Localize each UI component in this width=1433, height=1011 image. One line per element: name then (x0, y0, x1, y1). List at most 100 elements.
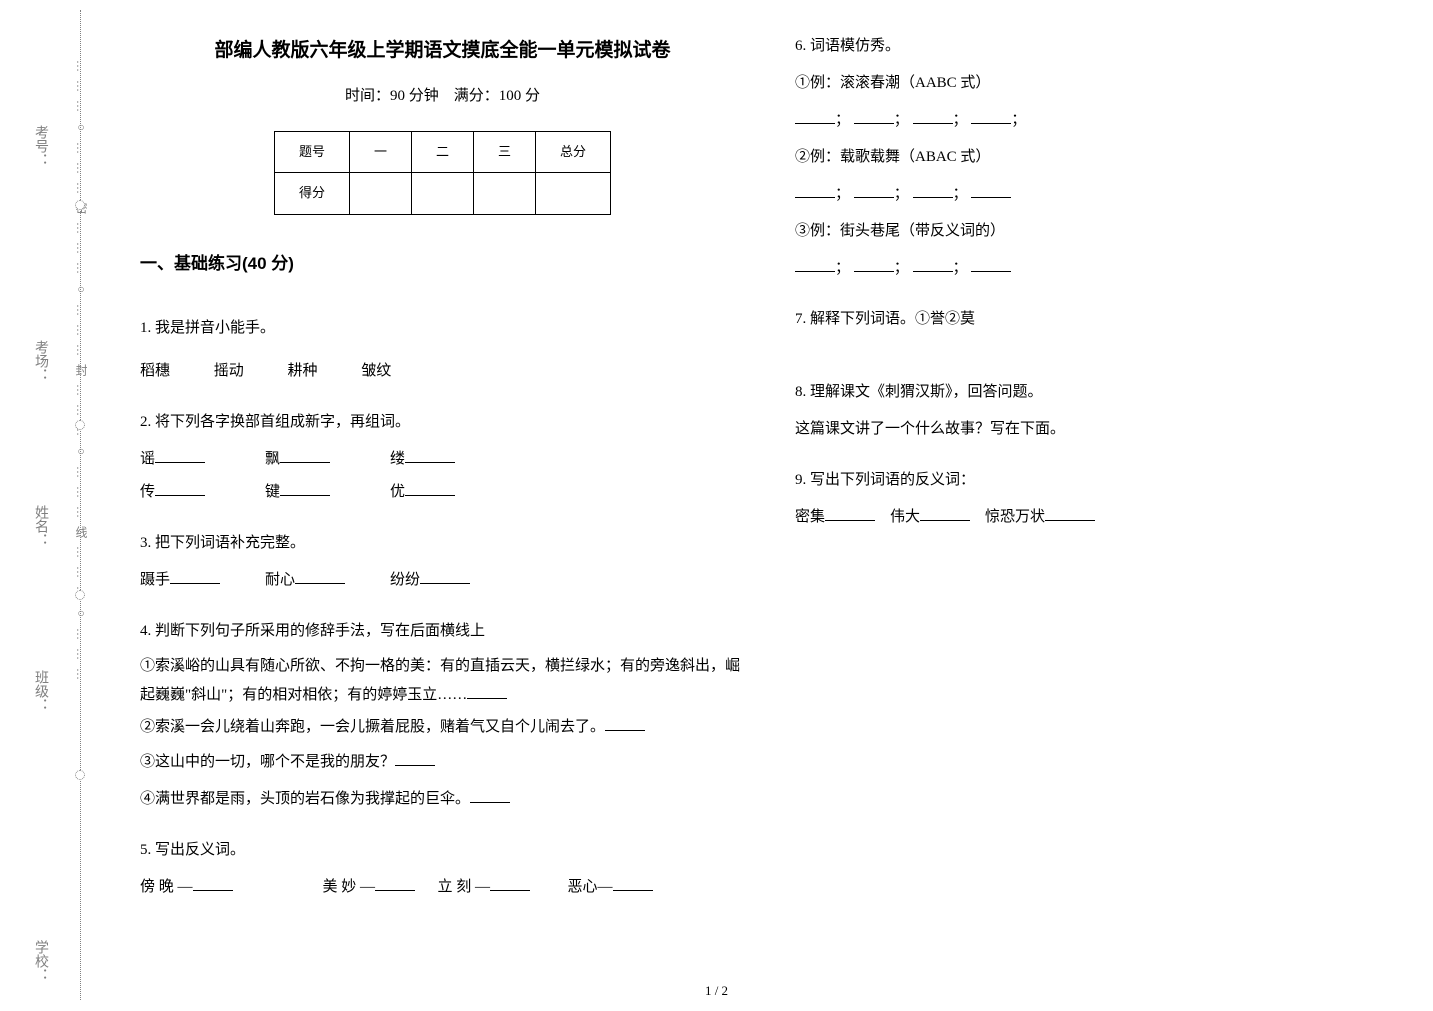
question-2: 2. 将下列各字换部首组成新字，再组词。 谣 飘 缕 传 键 优 (140, 406, 745, 509)
binding-circle-icon (75, 770, 85, 780)
blank-line (155, 448, 205, 463)
q9-item: 密集 (795, 509, 825, 525)
q4-line3: ③这山中的一切，哪个不是我的朋友？ (140, 746, 745, 779)
q9-item: 伟大 (890, 509, 920, 525)
blank-line (405, 481, 455, 496)
table-row: 得分 (274, 173, 610, 215)
q9-item: 惊恐万状 (985, 509, 1045, 525)
blank-line (913, 257, 953, 272)
question-3: 3. 把下列词语补充完整。 蹑手 耐心 纷纷 (140, 527, 745, 597)
q4-line4: ④满世界都是雨，头顶的岩石像为我撑起的巨伞。 (140, 783, 745, 816)
blank-line (420, 569, 470, 584)
blank-line (405, 448, 455, 463)
blank-line (280, 448, 330, 463)
q2-item: 飘 (265, 451, 280, 467)
q9-row: 密集 伟大 惊恐万状 (795, 501, 1400, 534)
blank-line (490, 876, 530, 891)
q1-item: 摇动 (214, 355, 244, 388)
blank-line (295, 569, 345, 584)
q2-stem: 2. 将下列各字换部首组成新字，再组词。 (140, 406, 745, 439)
time-label: 时间： (345, 88, 390, 104)
th-2: 二 (411, 131, 473, 173)
q4-text4: ④满世界都是雨，头顶的岩石像为我撑起的巨伞。 (140, 791, 470, 807)
q1-item: 耕种 (288, 355, 318, 388)
th-1: 一 (349, 131, 411, 173)
blank-line (920, 506, 970, 521)
th-3: 三 (474, 131, 536, 173)
q6-ex2: ②例：载歌载舞（ABAC 式） (795, 141, 1400, 174)
blank-line (854, 183, 894, 198)
binding-circle-icon (75, 590, 85, 600)
blank-line (280, 481, 330, 496)
question-7: 7. 解释下列词语。①誉②莫 (795, 303, 1400, 336)
q4-line2: ②索溪一会儿绕着山奔跑，一会儿撅着屁股，赌着气又自个儿闹去了。 (140, 713, 745, 742)
td-blank (411, 173, 473, 215)
q6-blank3: ； ； ； (795, 252, 1400, 285)
page-title: 部编人教版六年级上学期语文摸底全能一单元模拟试卷 (140, 30, 745, 72)
blank-line (613, 876, 653, 891)
blank-line (854, 257, 894, 272)
content-area: 部编人教版六年级上学期语文摸底全能一单元模拟试卷 时间：90 分钟 满分：100… (140, 30, 1400, 970)
question-4: 4. 判断下列句子所采用的修辞手法，写在后面横线上 ①索溪峪的山具有随心所欲、不… (140, 615, 745, 816)
q2-item: 传 (140, 484, 155, 500)
binding-circle-icon (75, 200, 85, 210)
blank-line (605, 716, 645, 731)
q2-item: 谣 (140, 451, 155, 467)
section-1-heading: 一、基础练习(40 分) (140, 245, 745, 282)
q6-ex3: ③例：街头巷尾（带反义词的） (795, 215, 1400, 248)
q3-stem: 3. 把下列词语补充完整。 (140, 527, 745, 560)
question-8: 8. 理解课文《刺猬汉斯》，回答问题。 这篇课文讲了一个什么故事？写在下面。 (795, 376, 1400, 446)
page-subtitle: 时间：90 分钟 满分：100 分 (140, 80, 745, 113)
td-blank (474, 173, 536, 215)
binding-label-examid: 考号： (30, 125, 50, 167)
q1-items: 稻穗 摇动 耕种 皱纹 (140, 355, 745, 388)
blank-line (467, 684, 507, 699)
q6-ex1: ①例：滚滚春潮（AABC 式） (795, 67, 1400, 100)
blank-line (1045, 506, 1095, 521)
binding-label-name: 姓名： (30, 505, 50, 547)
blank-line (375, 876, 415, 891)
q3-row: 蹑手 耐心 纷纷 (140, 564, 745, 597)
page-number: 1 / 2 (705, 983, 728, 999)
score-table: 题号 一 二 三 总分 得分 (274, 131, 611, 215)
td-score-label: 得分 (274, 173, 349, 215)
q8-stem: 8. 理解课文《刺猬汉斯》，回答问题。 (795, 376, 1400, 409)
q1-item: 稻穗 (140, 355, 170, 388)
blank-line (470, 788, 510, 803)
q5-item: 立 刻 — (438, 879, 491, 895)
binding-margin: 考号： 考场： 姓名： 班级： 学校： ………○………密………○………封………○… (0, 0, 120, 1011)
blank-line (795, 109, 835, 124)
q7-stem: 7. 解释下列词语。①誉②莫 (795, 303, 1400, 336)
blank-line (913, 183, 953, 198)
td-blank (536, 173, 611, 215)
blank-line (795, 257, 835, 272)
q2-item: 键 (265, 484, 280, 500)
q3-item: 纷纷 (390, 572, 420, 588)
blank-line (193, 876, 233, 891)
score-value: 100 分 (499, 88, 540, 104)
td-blank (349, 173, 411, 215)
blank-line (395, 751, 435, 766)
q5-item: 傍 晚 — (140, 879, 193, 895)
q1-stem: 1. 我是拼音小能手。 (140, 312, 745, 345)
binding-label-room: 考场： (30, 340, 50, 382)
q2-row2: 传 键 优 (140, 476, 745, 509)
blank-line (971, 257, 1011, 272)
q2-item: 缕 (390, 451, 405, 467)
th-total: 总分 (536, 131, 611, 173)
question-1: 1. 我是拼音小能手。 稻穗 摇动 耕种 皱纹 (140, 312, 745, 388)
q4-text2: ②索溪一会儿绕着山奔跑，一会儿撅着屁股，赌着气又自个儿闹去了。 (140, 719, 605, 735)
q6-blank1: ； ； ； ； (795, 104, 1400, 137)
question-9: 9. 写出下列词语的反义词： 密集 伟大 惊恐万状 (795, 464, 1400, 534)
th-num: 题号 (274, 131, 349, 173)
q5-row: 傍 晚 — 美 妙 — 立 刻 — 恶心— (140, 871, 745, 904)
question-5: 5. 写出反义词。 傍 晚 — 美 妙 — 立 刻 — 恶心— (140, 834, 745, 904)
blank-line (913, 109, 953, 124)
q3-item: 耐心 (265, 572, 295, 588)
q4-stem: 4. 判断下列句子所采用的修辞手法，写在后面横线上 (140, 615, 745, 648)
score-label: 满分： (454, 88, 499, 104)
q4-text3: ③这山中的一切，哪个不是我的朋友？ (140, 754, 395, 770)
blank-line (155, 481, 205, 496)
q2-row1: 谣 飘 缕 (140, 443, 745, 476)
blank-line (971, 109, 1011, 124)
